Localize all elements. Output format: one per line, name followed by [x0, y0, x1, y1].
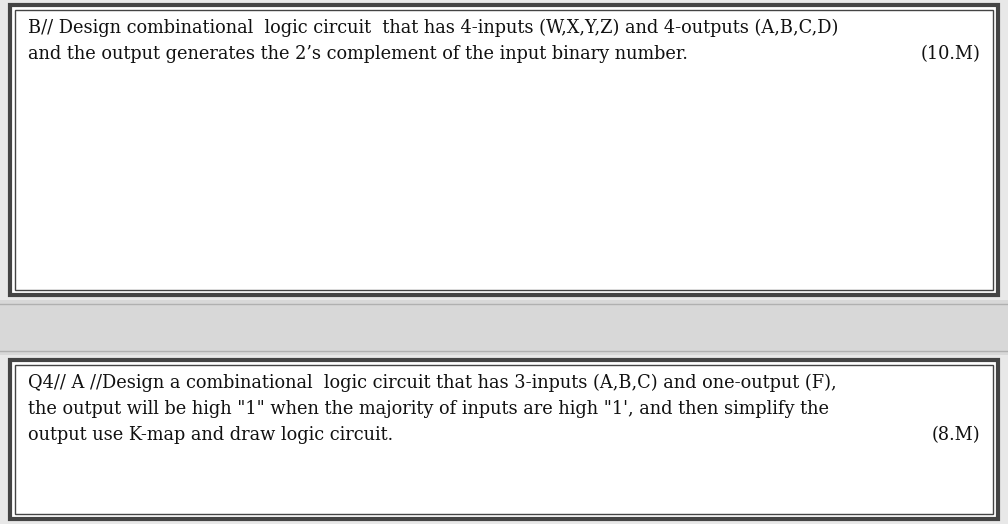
Text: (10.M): (10.M) — [920, 45, 980, 63]
Text: Q4// A //Design a combinational  logic circuit that has 3-inputs (A,B,C) and one: Q4// A //Design a combinational logic ci… — [28, 374, 837, 392]
Text: B// Design combinational  logic circuit  that has 4-inputs (W,X,Y,Z) and 4-outpu: B// Design combinational logic circuit t… — [28, 19, 839, 37]
Bar — [10, 360, 998, 519]
Bar — [10, 360, 998, 519]
Bar — [15, 365, 993, 514]
Text: output use K-map and draw logic circuit.: output use K-map and draw logic circuit. — [28, 426, 393, 444]
Bar — [0, 300, 1008, 355]
Text: the output will be high "1" when the majority of inputs are high "1', and then s: the output will be high "1" when the maj… — [28, 400, 829, 418]
Bar — [10, 5, 998, 295]
Bar — [15, 10, 993, 290]
Text: and the output generates the 2’s complement of the input binary number.: and the output generates the 2’s complem… — [28, 45, 687, 63]
Bar — [10, 5, 998, 295]
Text: (8.M): (8.M) — [931, 426, 980, 444]
